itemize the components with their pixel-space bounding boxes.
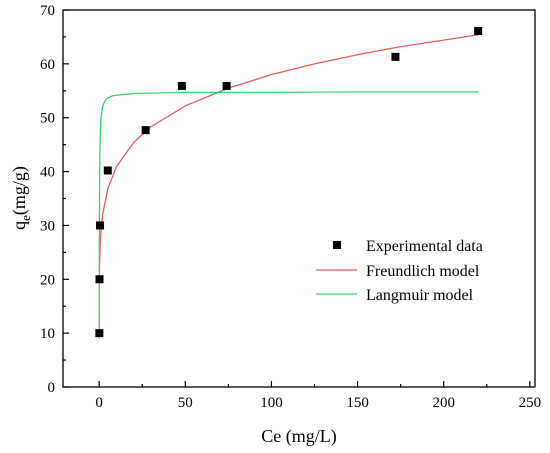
x-tick-label: 50 — [178, 395, 193, 411]
experimental-data-point — [474, 27, 483, 35]
y-tick-label: 50 — [40, 111, 55, 127]
experimental-data-point — [95, 329, 104, 338]
experimental-data-point — [95, 275, 104, 284]
freundlich-model-line — [98, 34, 479, 328]
y-tick-label: 40 — [40, 165, 55, 181]
y-tick-label: 30 — [40, 218, 55, 234]
legend-label: Freundlich model — [366, 263, 480, 280]
y-axis-title-unit: (mg/g) — [9, 166, 30, 215]
experimental-data-point — [96, 221, 105, 230]
experimental-data-point — [222, 81, 231, 90]
y-tick-label: 60 — [40, 57, 55, 73]
legend-label: Experimental data — [366, 238, 483, 255]
experimental-data-point — [141, 126, 150, 135]
legend-item-freundlich-model: Freundlich model — [316, 263, 480, 280]
plot-frame — [62, 9, 536, 388]
y-axis-title-symbol: q — [9, 221, 29, 230]
y-tick-label: 0 — [48, 380, 56, 396]
plot-area: 0 50 100 150 200 250 0 10 20 30 40 50 60 70 — [40, 3, 541, 411]
legend-item-langmuir-model: Langmuir model — [316, 287, 474, 304]
y-axis-title-subscript: e — [18, 215, 33, 221]
x-tick-label: 100 — [260, 395, 283, 411]
x-tick-label: 250 — [519, 395, 542, 411]
y-tick-label: 70 — [40, 3, 55, 19]
x-tick-label: 0 — [95, 395, 103, 411]
experimental-data-point — [177, 81, 186, 90]
experimental-data-point — [103, 166, 112, 175]
y-axis-title: qe(mg/g) — [9, 166, 33, 230]
legend-item-experimental-data: Experimental data — [333, 238, 483, 255]
x-tick-label: 200 — [432, 395, 455, 411]
legend-square-marker — [333, 241, 341, 249]
legend-label: Langmuir model — [366, 287, 474, 304]
experimental-data-point — [391, 52, 400, 61]
legend: Experimental data Freundlich model Langm… — [316, 238, 483, 304]
y-axis: 0 10 20 30 40 50 60 70 — [40, 3, 69, 396]
x-tick-label: 150 — [346, 395, 369, 411]
y-tick-label: 20 — [40, 272, 55, 288]
x-axis: 0 50 100 150 200 250 — [95, 381, 541, 411]
series-layer — [95, 27, 483, 339]
x-axis-title: Ce (mg/L) — [261, 426, 336, 447]
y-tick-label: 10 — [40, 326, 55, 342]
